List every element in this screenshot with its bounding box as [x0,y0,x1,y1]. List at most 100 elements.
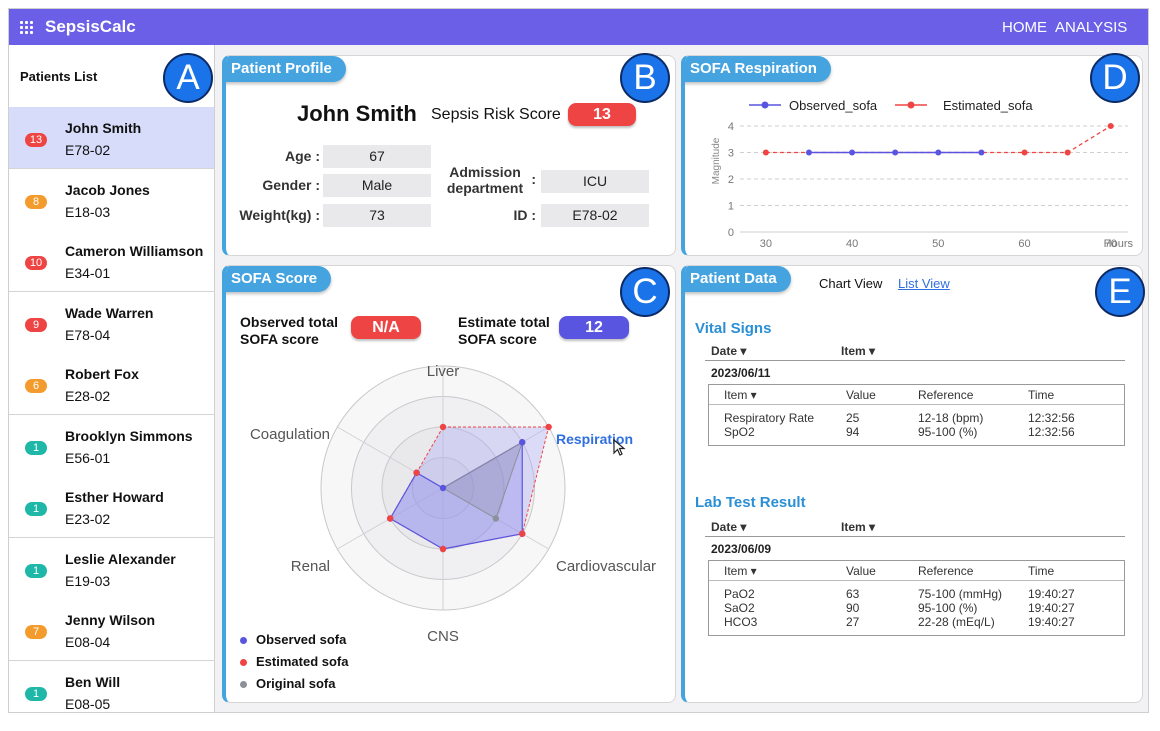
legend-estimated-dot-icon [240,659,247,666]
table-cell: Respiratory Rate [724,411,815,425]
table-cell: 63 [846,587,860,601]
patient-name: John Smith [65,120,142,136]
patient-id: E23-02 [65,511,111,527]
observed-total-label: Observed total SOFA score [240,314,338,348]
top-bar: SepsisCalc HOME ANALYSIS [9,9,1148,45]
estimated-sofa-point [439,423,447,431]
table-cell: 19:40:27 [1028,615,1075,629]
patient-item[interactable]: 10 Cameron Williamson E34-01 [9,230,214,292]
patient-data-title: Patient Data [685,266,791,292]
estimate-total-label-line1: Estimate total [458,314,550,330]
observed-sofa-point [849,149,856,156]
y-tick-label: 0 [728,227,734,239]
patient-id: E56-01 [65,449,111,466]
observed-sofa-point [978,149,985,156]
table-divider [705,360,1125,361]
sepsis-risk-score: 13 [568,103,636,126]
patient-id: E08-04 [65,634,111,650]
weight-label: Weight(kg) : [239,207,320,223]
patient-id: E78-02 [65,142,111,158]
legend-estimated-marker-icon [907,101,915,109]
patient-item[interactable]: 1 Leslie Alexander E19-03 [9,537,214,600]
patients-list-title: Patients List [20,69,98,84]
patient-profile-panel: Patient Profile John Smith Sepsis Risk S… [222,55,676,256]
patient-name: Leslie Alexander [65,550,176,567]
x-tick-label: 70 [1105,238,1117,250]
patient-data-panel: Patient Data Chart View List View Vital … [681,265,1143,703]
x-axis-unit: Hours [1104,238,1134,250]
apps-grid-icon[interactable] [20,21,33,34]
legend-observed: Observed sofa [240,629,348,651]
id-label: ID : [513,207,536,223]
patient-name: Robert Fox [65,366,139,382]
legend-estimated: Estimated sofa [240,651,348,673]
patient-item[interactable]: 1 Esther Howard E23-02 [9,476,214,538]
sofa-respiration-panel: SOFA Respiration 0 1 2 3 4 30 40 50 60 70 Hours Mag… [681,55,1143,256]
estimated-sofa-point [545,423,552,431]
patient-item[interactable]: 9 Wade Warren E78-04 [9,291,214,354]
chart-view-tab[interactable]: Chart View [819,276,883,291]
patient-name: Cameron Williamson [65,243,204,259]
date-column-header[interactable]: Date ▾ [711,520,747,534]
patient-id: E18-03 [65,203,111,220]
vital-signs-title: Vital Signs [695,320,772,337]
list-view-tab[interactable]: List View [898,276,950,291]
legend-observed-dot-icon [240,637,247,644]
dept-label: Admission department [446,164,524,196]
mouse-cursor-icon [613,439,626,456]
patient-item[interactable]: 7 Jenny Wilson E08-04 [9,599,214,661]
patient-item[interactable]: 13 John Smith E78-02 [9,107,214,169]
table-cell: 94 [846,425,860,439]
radar-axis-label: CNS [427,628,459,645]
detail-column-header[interactable]: Item ▾ [724,564,757,578]
item-column-header[interactable]: Item ▾ [841,520,876,534]
patient-item[interactable]: 1 Brooklyn Simmons E56-01 [9,414,214,477]
patient-name: Wade Warren [65,304,154,321]
table-cell: 95-100 (%) [918,425,978,439]
date-column-header[interactable]: Date ▾ [711,344,747,358]
table-cell: 22-28 (mEq/L) [918,615,995,629]
patient-name: Brooklyn Simmons [65,427,193,444]
age-value: 67 [323,145,431,168]
detail-column-header: Time [1028,388,1055,402]
observed-total-label-line2: SOFA score [240,331,319,347]
sofa-score-panel: SOFA Score Observed total SOFA score N/A… [222,265,676,703]
estimate-total-value: 12 [559,316,629,339]
age-label: Age : [285,148,320,164]
sepsis-risk-label: Sepsis Risk Score [431,106,561,123]
x-tick-label: 50 [932,238,944,250]
radar-axis-label: Coagulation [250,426,330,443]
patient-name: Jacob Jones [65,181,150,198]
estimated-sofa-point [386,515,394,522]
patient-item[interactable]: 1 Ben Will E08-05 [9,660,214,712]
detail-column-header[interactable]: Item ▾ [724,388,757,402]
nav-analysis[interactable]: ANALYSIS [1055,19,1128,36]
patient-risk-badge: 9 [25,317,47,332]
patient-item[interactable]: 8 Jacob Jones E18-03 [9,168,214,231]
observed-total-label-line1: Observed total [240,314,339,330]
radar-legend: Observed sofa Estimated sofa Original so… [240,629,348,695]
app-title: SepsisCalc [45,17,136,36]
patient-profile-title: Patient Profile [226,56,346,82]
nav-home[interactable]: HOME [1002,19,1047,36]
app-window: SepsisCalc HOME ANALYSIS Patients List 1… [8,8,1149,713]
observed-sofa-point [892,149,899,156]
radar-axis-label: Liver [427,363,460,380]
estimated-sofa-point [762,149,769,156]
detail-table: Item ▾ Value Reference Time Respiratory Rate… [708,384,1125,446]
observed-sofa-point [805,149,812,156]
estimated-sofa-point [1107,123,1114,129]
legend-observed-label: Observed sofa [256,632,347,647]
patient-item[interactable]: 6 Robert Fox E28-02 [9,353,214,415]
item-column-header[interactable]: Item ▾ [841,344,876,358]
estimated-sofa-point [413,469,420,476]
legend-original: Original sofa [240,673,348,695]
detail-column-header: Reference [918,388,974,402]
annotation-c: C [620,267,670,317]
annotation-d: D [1090,53,1140,103]
sofa-score-title: SOFA Score [226,266,332,292]
radar-axis-label: Cardiovascular [556,558,656,575]
radar-axis-label: Renal [291,558,330,575]
detail-column-header: Value [846,388,876,402]
